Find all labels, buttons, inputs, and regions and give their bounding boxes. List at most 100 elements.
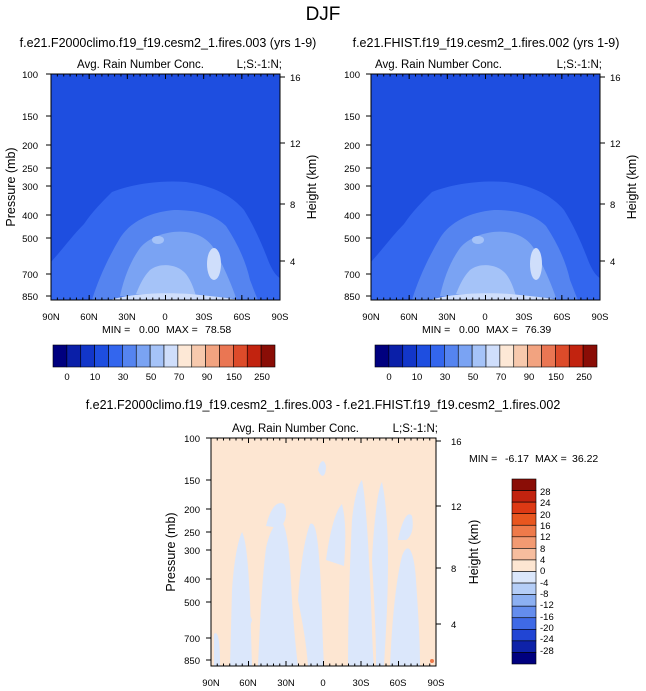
panel-right-colorbar-labels: 0 10 30 50 70 90 150 250 <box>386 372 592 383</box>
colorbar-label: 0 <box>386 372 391 383</box>
colorbar-label: 20 <box>540 510 551 521</box>
panel-diff-contours <box>211 438 436 666</box>
x-tick: 60N <box>400 312 418 323</box>
colorbar-swatch <box>511 605 537 619</box>
colorbar-swatch <box>511 640 537 653</box>
colorbar-label: 0 <box>64 372 69 383</box>
contour-fill-negative <box>214 461 420 666</box>
y-tick-right: 16 <box>290 73 301 84</box>
y-tick-right: 12 <box>610 139 621 150</box>
y-tick: 700 <box>344 270 360 281</box>
x-tick: 60N <box>239 678 257 689</box>
x-tick: 60S <box>234 312 251 323</box>
panel-diff-stats-min-label: MIN = <box>469 453 497 465</box>
colorbar-swatch <box>541 344 556 368</box>
colorbar-swatch <box>511 524 537 538</box>
y-tick: 400 <box>184 575 200 586</box>
colorbar-label: 10 <box>412 372 423 383</box>
x-tick: 0 <box>482 312 487 323</box>
colorbar-label: 4 <box>540 555 545 566</box>
colorbar-swatch <box>135 344 151 368</box>
colorbar-swatch <box>402 344 417 368</box>
x-tick: 0 <box>320 678 325 689</box>
y-tick-right: 16 <box>610 73 621 84</box>
contour-fill-level-5 <box>530 248 542 280</box>
colorbar-swatch <box>374 344 390 368</box>
y-tick: 300 <box>22 182 38 193</box>
colorbar-label: 12 <box>540 532 551 543</box>
colorbar-swatch <box>430 344 445 368</box>
colorbar-label: 150 <box>548 372 564 383</box>
colorbar-label: -28 <box>540 646 554 657</box>
y-tick: 150 <box>344 112 360 123</box>
panel-left-title: f.e21.F2000climo.f19_f19.cesm2_1.fires.0… <box>20 36 317 50</box>
colorbar-label: -8 <box>540 589 548 600</box>
panel-diff-corner-label: L;S:-1:N; <box>393 423 438 435</box>
y-tick-right: 12 <box>451 502 462 513</box>
y-tick: 150 <box>184 476 200 487</box>
colorbar-label: 0 <box>540 566 545 577</box>
y-tick: 250 <box>22 164 38 175</box>
y-tick: 200 <box>184 505 200 516</box>
colorbar-label: 250 <box>576 372 592 383</box>
y-tick-right: 16 <box>451 437 462 448</box>
colorbar-label: 50 <box>468 372 479 383</box>
panel-diff-stats-max-label: MAX = <box>535 453 567 465</box>
panel-diff: f.e21.F2000climo.f19_f19.cesm2_1.fires.0… <box>86 398 599 689</box>
colorbar-swatch <box>80 344 95 368</box>
y-tick: 850 <box>22 292 38 303</box>
y-tick: 500 <box>184 598 200 609</box>
panel-diff-ylabel: Pressure (mb) <box>164 512 178 591</box>
y-tick: 100 <box>22 70 38 81</box>
colorbar-swatch <box>511 594 537 607</box>
y-tick: 400 <box>22 211 38 222</box>
x-tick: 30N <box>277 678 295 689</box>
y-tick: 200 <box>344 141 360 152</box>
panel-right-ylabel: Pressure (mb) <box>309 147 323 226</box>
contour-fill-level-5b <box>472 236 484 244</box>
colorbar-label: -16 <box>540 612 554 623</box>
y-tick: 150 <box>22 112 38 123</box>
y-tick: 850 <box>344 292 360 303</box>
figure-title: DJF <box>306 4 341 25</box>
colorbar-swatch <box>246 344 262 368</box>
y-tick: 250 <box>184 528 200 539</box>
panel-left-ylabel: Pressure (mb) <box>4 147 18 226</box>
colorbar-swatch <box>52 344 68 368</box>
colorbar-swatch <box>457 344 473 368</box>
panel-left-stats-min-label: MIN = <box>102 324 130 336</box>
colorbar-swatch <box>219 344 234 368</box>
x-tick: 90N <box>42 312 60 323</box>
colorbar-label: -24 <box>540 634 554 645</box>
colorbar-swatch <box>108 344 123 368</box>
contour-fill-surface <box>430 293 560 300</box>
y-tick-right: 8 <box>290 200 295 211</box>
colorbar-label: 150 <box>226 372 242 383</box>
colorbar-label: -12 <box>540 600 554 611</box>
x-tick: 30N <box>118 312 136 323</box>
x-tick: 60N <box>80 312 98 323</box>
colorbar-label: 30 <box>440 372 451 383</box>
colorbar-swatch <box>511 513 537 526</box>
y-tick: 850 <box>184 656 200 667</box>
x-tick: 90N <box>202 678 220 689</box>
panel-right-variable: Avg. Rain Number Conc. <box>375 59 502 71</box>
panel-left-yticks-right: 16 12 8 4 <box>290 73 301 268</box>
panel-diff-yticks-right: 16 12 8 4 <box>451 437 462 631</box>
panel-right-colorbar <box>374 344 598 368</box>
colorbar-swatch <box>94 344 109 368</box>
colorbar-swatch <box>511 629 537 642</box>
x-tick: 90S <box>592 312 609 323</box>
panel-diff-yticks: 100 150 200 250 300 400 500 700 850 <box>184 434 200 667</box>
panel-left-stats-min: 0.00 <box>139 324 160 336</box>
panel-left-ylabel-right: Height (km) <box>305 155 319 220</box>
panel-left-yticks: 100 150 200 250 300 400 500 700 850 <box>22 70 38 303</box>
colorbar-swatch <box>499 344 515 368</box>
contour-fill-level-4 <box>136 265 196 296</box>
colorbar-swatch <box>471 344 487 368</box>
y-tick: 300 <box>184 546 200 557</box>
y-tick: 400 <box>344 211 360 222</box>
y-tick-right: 8 <box>451 564 456 575</box>
axis-tick-marks <box>46 73 605 666</box>
panel-right-title: f.e21.FHIST.f19_f19.cesm2_1.fires.002 (y… <box>353 36 620 50</box>
